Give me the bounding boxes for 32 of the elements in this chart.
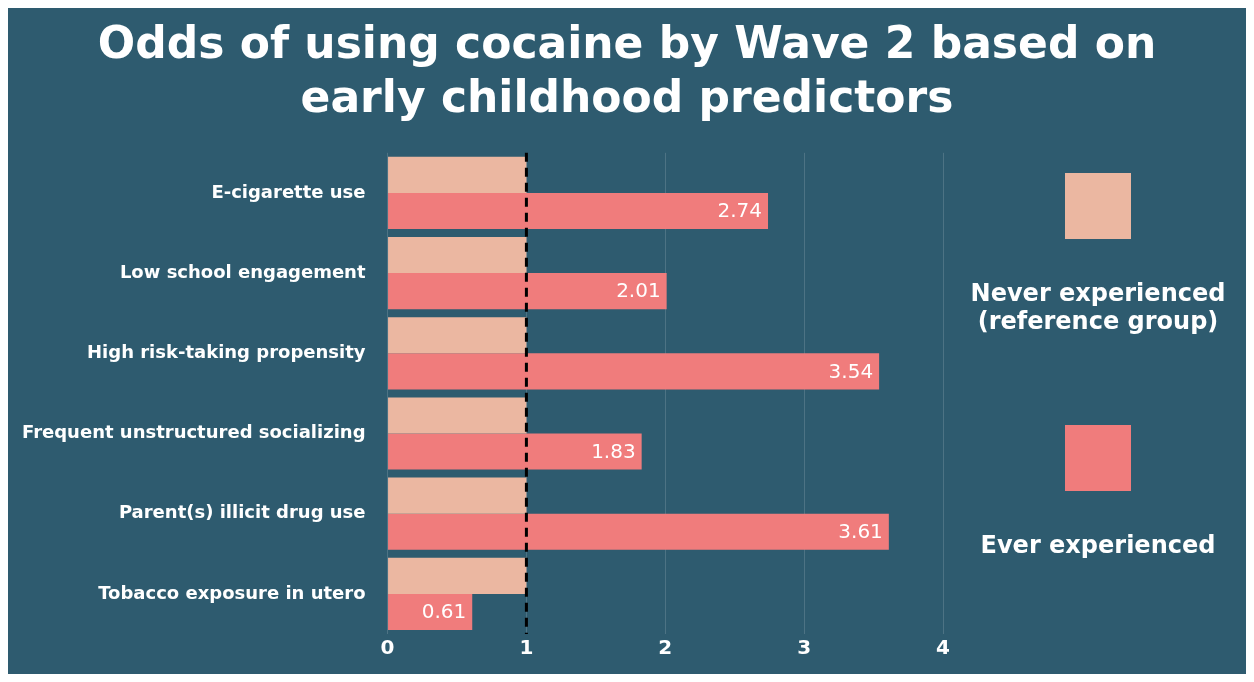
data-label: 2.74 bbox=[717, 198, 763, 223]
x-tick-label: 4 bbox=[936, 635, 950, 660]
bar bbox=[388, 353, 880, 390]
bar bbox=[388, 433, 642, 470]
bar bbox=[388, 557, 527, 594]
text: Never experienced (reference group) bbox=[969, 279, 1227, 335]
y-tick-label: E-cigarette use bbox=[211, 180, 366, 202]
data-label: 1.83 bbox=[591, 438, 636, 463]
y-tick-label: Low school engagement bbox=[119, 260, 366, 282]
data-label: 3.61 bbox=[838, 518, 883, 543]
text: Ever experienced bbox=[980, 531, 1216, 559]
data-label: 2.01 bbox=[616, 278, 661, 303]
bar bbox=[388, 273, 667, 310]
bar bbox=[388, 593, 473, 630]
y-tick-label: High risk-taking propensity bbox=[87, 340, 366, 362]
x-tick-label: 0 bbox=[380, 635, 395, 660]
bar bbox=[388, 156, 527, 193]
chart-title: Odds of using cocaine by Wave 2 based on early childhood predictors bbox=[96, 16, 1158, 124]
bar bbox=[388, 397, 527, 434]
x-tick-label: 1 bbox=[519, 635, 534, 660]
bar bbox=[388, 317, 527, 354]
y-tick-label: Frequent unstructured socializing bbox=[21, 421, 366, 443]
x-tick-label: 3 bbox=[797, 635, 812, 660]
bar bbox=[388, 513, 889, 550]
bar bbox=[388, 237, 527, 274]
data-label: 0.61 bbox=[421, 599, 467, 624]
x-tick-label: 2 bbox=[658, 635, 673, 660]
bar bbox=[388, 192, 769, 229]
y-tick-label: Tobacco exposure in utero bbox=[98, 581, 366, 603]
y-tick-label: Parent(s) illicit drug use bbox=[118, 501, 366, 523]
data-label: 3.54 bbox=[828, 358, 874, 383]
bar bbox=[388, 477, 527, 514]
